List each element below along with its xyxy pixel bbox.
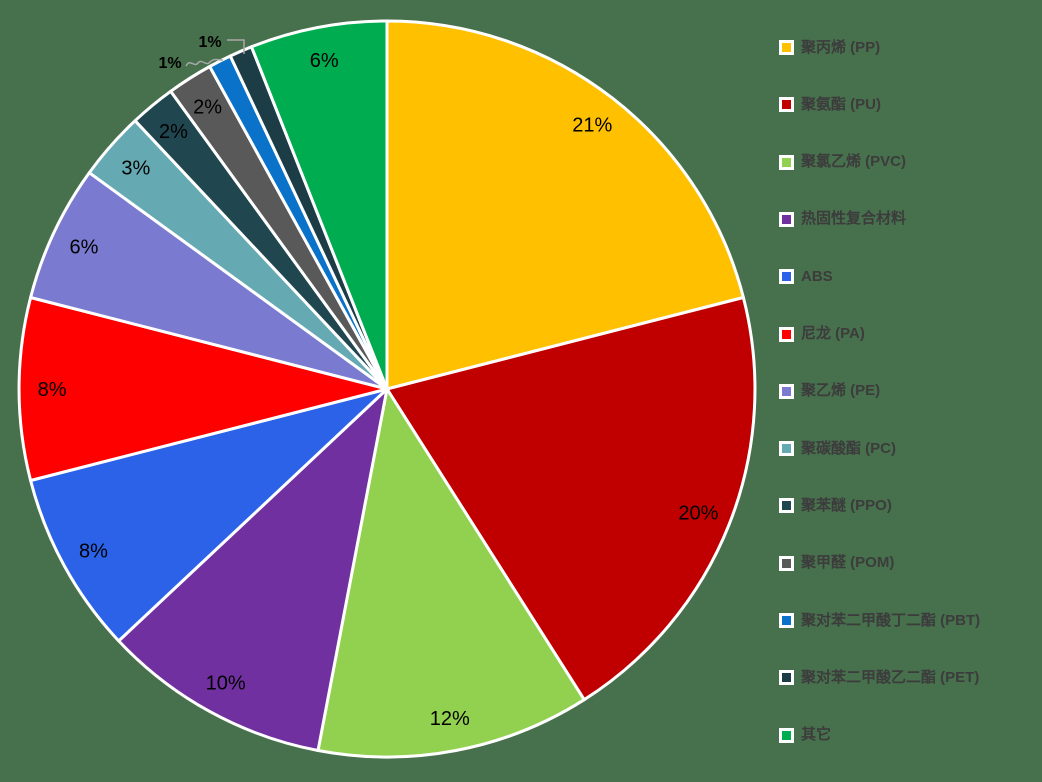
slice-percent-label: 1%: [158, 55, 181, 72]
legend-item-label: 聚乙烯 (PE): [801, 382, 881, 400]
legend-item[interactable]: ABS: [779, 268, 833, 286]
legend-item-label: 聚对苯二甲酸丁二酯 (PBT): [801, 611, 981, 629]
legend-swatch: [779, 154, 794, 170]
legend-swatch-color: [782, 272, 791, 282]
legend-swatch: [779, 670, 794, 686]
legend-item[interactable]: 聚碳酸酯 (PC): [779, 440, 896, 458]
legend-swatch-color: [782, 43, 791, 52]
pie-slice[interactable]: [17, 296, 389, 482]
legend-swatch: [779, 498, 794, 514]
pie-slice[interactable]: [29, 171, 389, 391]
legend-item-label: 聚碳酸酯 (PC): [801, 439, 896, 457]
leader-line: [185, 58, 224, 67]
legend-item[interactable]: 聚对苯二甲酸乙二酯 (PET): [779, 669, 979, 687]
slice-percent-label: 1%: [198, 34, 221, 51]
legend-item[interactable]: 其它: [779, 726, 831, 744]
legend-item[interactable]: 聚对苯二甲酸丁二酯 (PBT): [779, 612, 980, 630]
legend-swatch: [779, 441, 794, 457]
slice-percent-label: 6%: [70, 236, 99, 258]
legend-item-label: 其它: [801, 726, 832, 744]
slice-percent-label: 8%: [79, 540, 108, 562]
pie-slice[interactable]: [29, 387, 389, 643]
legend-item-label: 聚氨酯 (PU): [801, 95, 881, 113]
legend-item-label: 聚甲醛 (POM): [801, 554, 895, 572]
slice-percent-label: 3%: [121, 158, 150, 180]
legend-swatch-color: [782, 157, 791, 167]
legend: 聚丙烯 (PP) 聚氨酯 (PU) 聚氯乙烯 (PVC) 热固性复合材料 ABS 尼龙 (…: [779, 0, 1039, 782]
legend-item-label: 聚氯乙烯 (PVC): [801, 153, 907, 171]
slice-percent-label: 2%: [193, 96, 222, 118]
legend-swatch-color: [782, 386, 791, 396]
legend-item[interactable]: 聚丙烯 (PP): [779, 39, 880, 57]
legend-item-label: ABS: [801, 267, 833, 285]
legend-swatch: [779, 613, 794, 628]
legend-item-label: 尼龙 (PA): [801, 325, 865, 342]
legend-swatch: [779, 326, 794, 342]
leader-line: [227, 39, 245, 54]
legend-item-label: 聚苯醚 (PPO): [801, 496, 892, 514]
pie-slice[interactable]: [250, 19, 389, 391]
legend-swatch: [779, 555, 794, 571]
legend-item-label: 聚对苯二甲酸乙二酯 (PET): [801, 668, 980, 686]
legend-swatch: [779, 211, 794, 227]
legend-swatch: [779, 97, 794, 113]
legend-item[interactable]: 热固性复合材料: [779, 210, 906, 228]
pie-slice[interactable]: [316, 387, 586, 759]
legend-swatch-color: [782, 329, 791, 339]
legend-swatch: [779, 727, 794, 743]
slice-percent-label: 8%: [38, 379, 67, 401]
legend-swatch-color: [782, 444, 791, 454]
slice-percent-label: 2%: [159, 121, 188, 143]
pie-slice[interactable]: [385, 19, 745, 391]
legend-item[interactable]: 尼龙 (PA): [779, 325, 865, 343]
legend-item[interactable]: 聚氨酯 (PU): [779, 96, 881, 114]
legend-swatch: [779, 40, 794, 55]
slice-percent-label: 12%: [430, 708, 470, 730]
slice-percent-label: 20%: [678, 502, 718, 524]
legend-item[interactable]: 聚苯醚 (PPO): [779, 497, 892, 515]
legend-swatch-color: [782, 558, 791, 568]
slice-percent-label: 21%: [572, 114, 612, 136]
legend-swatch-color: [782, 616, 791, 625]
legend-item[interactable]: 聚甲醛 (POM): [779, 554, 894, 572]
legend-item[interactable]: 聚氯乙烯 (PVC): [779, 153, 906, 171]
legend-item-label: 聚丙烯 (PP): [801, 38, 881, 56]
legend-item[interactable]: 聚乙烯 (PE): [779, 382, 880, 400]
legend-swatch-color: [782, 100, 791, 110]
legend-swatch-color: [782, 673, 791, 683]
legend-swatch-color: [782, 214, 791, 224]
legend-swatch-color: [782, 501, 791, 511]
legend-swatch: [779, 383, 794, 399]
pie-slice[interactable]: [385, 296, 757, 702]
slice-percent-label: 6%: [310, 50, 339, 72]
pie-slice[interactable]: [117, 387, 389, 752]
legend-swatch-color: [782, 730, 791, 740]
legend-swatch: [779, 269, 794, 285]
slice-percent-label: 10%: [206, 673, 246, 695]
legend-item-label: 热固性复合材料: [801, 210, 907, 228]
